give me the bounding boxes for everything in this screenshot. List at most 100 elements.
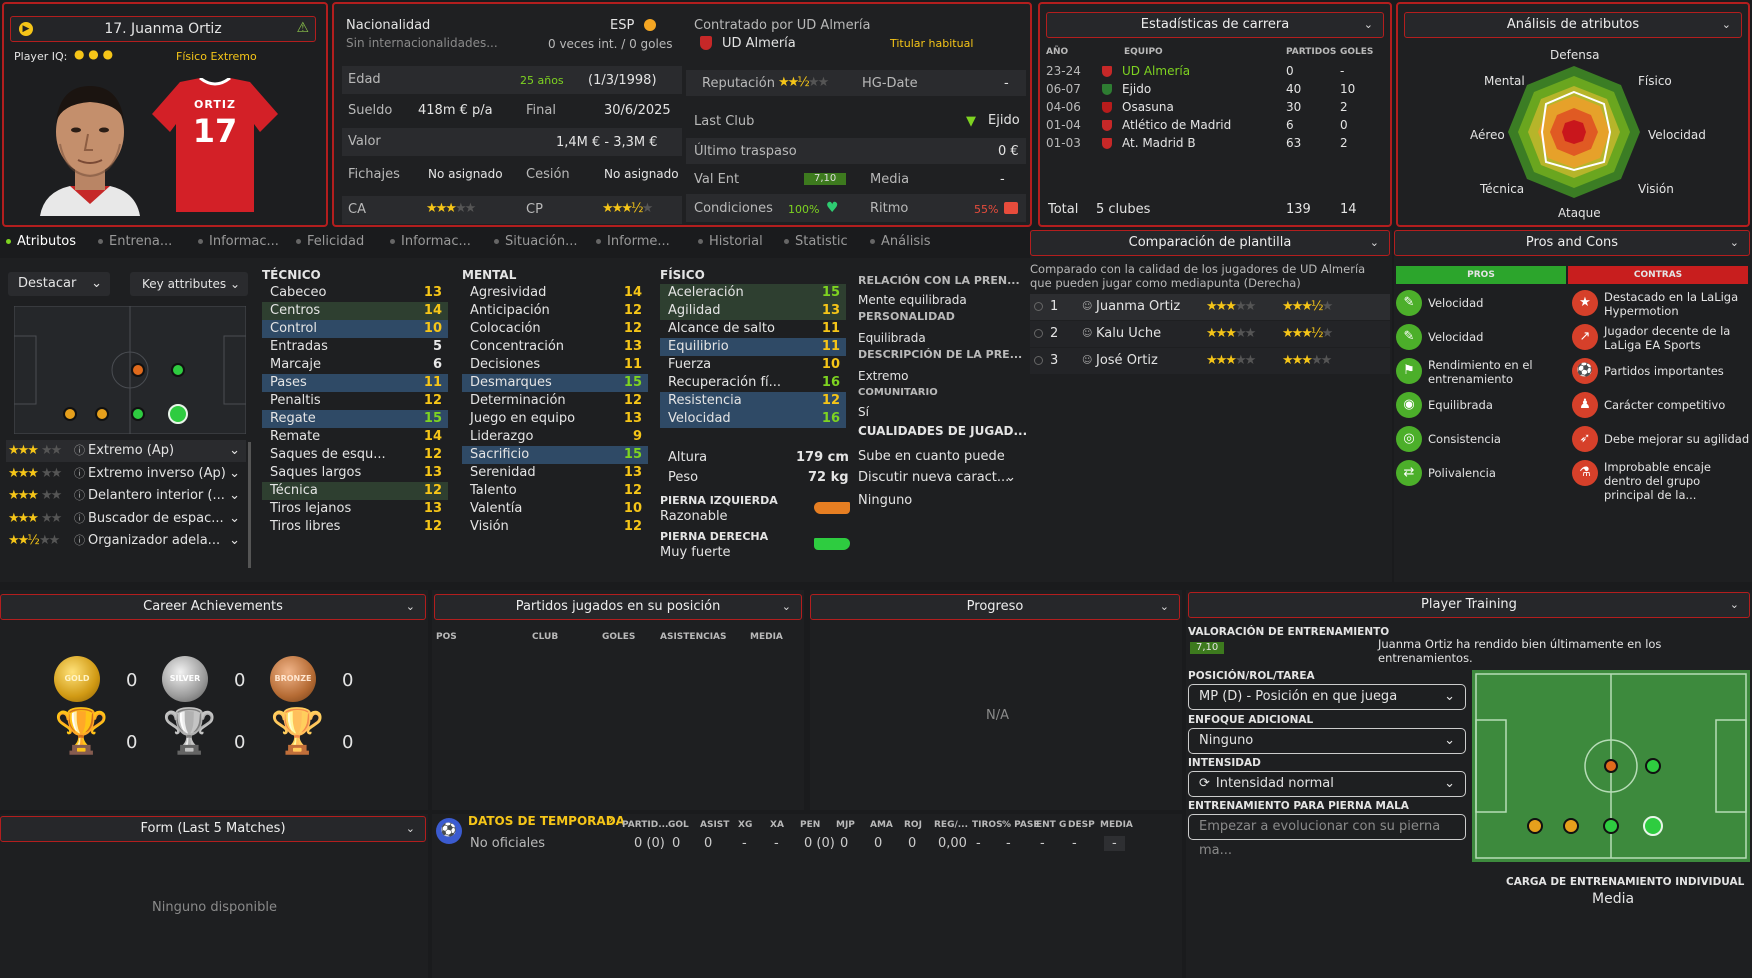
position-games-header[interactable]: Partidos jugados en su posición ⌄ bbox=[434, 594, 802, 620]
achievements-header[interactable]: Career Achievements ⌄ bbox=[0, 594, 426, 620]
contract-club[interactable]: UD Almería bbox=[722, 36, 796, 51]
attribute-row[interactable]: Tiros lejanos 13 bbox=[262, 500, 448, 518]
progress-header[interactable]: Progreso ⌄ bbox=[810, 594, 1180, 620]
progress-panel: Progreso ⌄ N/A bbox=[810, 590, 1182, 810]
tab-entrenamiento[interactable]: Entrena... bbox=[98, 234, 172, 252]
training-focus-dropdown[interactable]: Ninguno ⌄ bbox=[1188, 728, 1466, 754]
role-item[interactable]: ★★★ ★★ ⓘ Delantero interior (... ⌄ bbox=[6, 485, 246, 507]
attribute-row[interactable]: Cabeceo 13 bbox=[262, 284, 448, 302]
attribute-row[interactable]: Marcaje 6 bbox=[262, 356, 448, 374]
attribute-row[interactable]: Liderazgo 9 bbox=[462, 428, 648, 446]
tab-informacion[interactable]: Informac... bbox=[198, 234, 279, 252]
tab-analisis[interactable]: Análisis bbox=[870, 234, 930, 252]
attribute-row[interactable]: Resistencia 12 bbox=[660, 392, 846, 410]
role-item[interactable]: ★★½ ★★ ⓘ Organizador adela... ⌄ bbox=[6, 530, 246, 552]
attribute-row[interactable]: Equilibrio 11 bbox=[660, 338, 846, 356]
attribute-row[interactable]: Concentración 13 bbox=[462, 338, 648, 356]
attribute-row[interactable]: Anticipación 12 bbox=[462, 302, 648, 320]
training-intensity-dropdown[interactable]: ⟳ Intensidad normal ⌄ bbox=[1188, 771, 1466, 797]
career-row[interactable]: 06-07 Ejido 40 10 bbox=[1046, 80, 1386, 98]
attribute-row[interactable]: Talento 12 bbox=[462, 482, 648, 500]
attribute-row[interactable]: Aceleración 15 bbox=[660, 284, 846, 302]
attribute-row[interactable]: Control 10 bbox=[262, 320, 448, 338]
right-boot-icon bbox=[814, 538, 850, 550]
attribute-row[interactable]: Juego en equipo 13 bbox=[462, 410, 648, 428]
attribute-row[interactable]: Técnica 12 bbox=[262, 482, 448, 500]
attribute-row[interactable]: Alcance de salto 11 bbox=[660, 320, 846, 338]
career-row[interactable]: 23-24 UD Almería 0 - bbox=[1046, 62, 1386, 80]
career-row[interactable]: 01-04 Atlético de Madrid 6 0 bbox=[1046, 116, 1386, 134]
attribute-row[interactable]: Serenidad 13 bbox=[462, 464, 648, 482]
attribute-row[interactable]: Centros 14 bbox=[262, 302, 448, 320]
player-name: 17. Juanma Ortiz bbox=[104, 21, 222, 37]
squad-row[interactable]: 3 ☺ José Ortiz ★★★★★ ★★★★★ bbox=[1030, 348, 1390, 374]
attribute-row[interactable]: Pases 11 bbox=[262, 374, 448, 392]
season-title[interactable]: DATOS DE TEMPORADA bbox=[468, 814, 625, 828]
squad-row[interactable]: 2 ☺ Kalu Uche ★★★★★ ★★★½★ bbox=[1030, 321, 1390, 347]
attribute-row[interactable]: Fuerza 10 bbox=[660, 356, 846, 374]
pg-col-club: CLUB bbox=[532, 632, 559, 642]
attribute-row[interactable]: Decisiones 11 bbox=[462, 356, 648, 374]
iq-type: Físico Extremo bbox=[176, 50, 257, 63]
attribute-row[interactable]: Agilidad 13 bbox=[660, 302, 846, 320]
form-header[interactable]: Form (Last 5 Matches) ⌄ bbox=[0, 816, 426, 842]
radio-icon bbox=[1034, 302, 1043, 311]
discuss-traits-dropdown[interactable]: Discutir nueva caract... ⌄ bbox=[858, 470, 1020, 490]
attribute-row[interactable]: Valentía 10 bbox=[462, 500, 648, 518]
attribute-row[interactable]: Sacrificio 15 bbox=[462, 446, 648, 464]
attribute-row[interactable]: Recuperación fí... 16 bbox=[660, 374, 846, 392]
career-h-apps: PARTIDOS bbox=[1286, 47, 1337, 57]
attribute-row[interactable]: Remate 14 bbox=[262, 428, 448, 446]
analysis-header[interactable]: Análisis de atributos ⌄ bbox=[1404, 12, 1742, 38]
rel-value-5a: Sube en cuanto puede bbox=[858, 449, 1005, 464]
squad-row[interactable]: 1 ☺ Juanma Ortiz ★★★★★ ★★★½★ bbox=[1030, 294, 1390, 320]
squad-header[interactable]: Comparación de plantilla ⌄ bbox=[1030, 230, 1390, 256]
career-team[interactable]: At. Madrid B bbox=[1122, 136, 1196, 150]
career-team[interactable]: Ejido bbox=[1122, 82, 1152, 96]
roles-scrollbar[interactable] bbox=[248, 442, 251, 568]
warning-icon[interactable]: ⚠ bbox=[296, 20, 309, 36]
attribute-row[interactable]: Desmarques 15 bbox=[462, 374, 648, 392]
tab-statistic[interactable]: Statistic bbox=[784, 234, 848, 252]
training-position-dropdown[interactable]: MP (D) - Posición en que juega ⌄ bbox=[1188, 684, 1466, 710]
form-title: Form (Last 5 Matches) bbox=[140, 821, 286, 836]
attribute-row[interactable]: Penaltis 12 bbox=[262, 392, 448, 410]
proscons-header[interactable]: Pros and Cons ⌄ bbox=[1394, 230, 1750, 256]
attribute-row[interactable]: Saques de esqu... 12 bbox=[262, 446, 448, 464]
role-item[interactable]: ★★★ ★★ ⓘ Extremo (Ap) ⌄ bbox=[6, 440, 246, 462]
season-col-header: MEDIA bbox=[1100, 820, 1133, 830]
role-item[interactable]: ★★★ ★★ ⓘ Buscador de espac... ⌄ bbox=[6, 508, 246, 530]
tab-felicidad[interactable]: Felicidad bbox=[296, 234, 364, 252]
career-header[interactable]: Estadísticas de carrera ⌄ bbox=[1046, 12, 1384, 38]
attribute-row[interactable]: Velocidad 16 bbox=[660, 410, 846, 428]
player-name-bar[interactable]: ▶ 17. Juanma Ortiz ⚠ bbox=[10, 16, 316, 42]
attribute-row[interactable]: Determinación 12 bbox=[462, 392, 648, 410]
tab-atributos[interactable]: Atributos bbox=[6, 234, 76, 252]
attribute-row[interactable]: Visión 12 bbox=[462, 518, 648, 536]
age-row bbox=[342, 66, 682, 94]
key-attributes-dropdown[interactable]: Key attributes ⌄ bbox=[130, 272, 248, 296]
tab-informacion-2[interactable]: Informac... bbox=[390, 234, 471, 252]
attribute-row[interactable]: Colocación 12 bbox=[462, 320, 648, 338]
career-team[interactable]: Atlético de Madrid bbox=[1122, 118, 1232, 132]
attribute-row[interactable]: Saques largos 13 bbox=[262, 464, 448, 482]
season-col-header: REG/... bbox=[934, 820, 969, 830]
lastclub-value[interactable]: Ejido bbox=[988, 113, 1020, 128]
shirt-name: ORTIZ bbox=[194, 98, 236, 111]
career-team[interactable]: Osasuna bbox=[1122, 100, 1174, 114]
attribute-row[interactable]: Regate 15 bbox=[262, 410, 448, 428]
training-weakfoot-dropdown[interactable]: Empezar a evolucionar con su pierna ma..… bbox=[1188, 814, 1466, 858]
career-row[interactable]: 01-03 At. Madrid B 63 2 bbox=[1046, 134, 1386, 152]
role-item[interactable]: ★★★ ★★ ⓘ Extremo inverso (Ap) ⌄ bbox=[6, 463, 246, 485]
training-header[interactable]: Player Training ⌄ bbox=[1188, 592, 1750, 618]
highlight-dropdown[interactable]: Destacar ⌄ bbox=[8, 272, 110, 296]
cond-value: 100% bbox=[788, 203, 820, 216]
tab-situacion[interactable]: Situación... bbox=[494, 234, 578, 252]
attribute-row[interactable]: Tiros libres 12 bbox=[262, 518, 448, 536]
tab-historial[interactable]: Historial bbox=[698, 234, 763, 252]
career-row[interactable]: 04-06 Osasuna 30 2 bbox=[1046, 98, 1386, 116]
attribute-row[interactable]: Entradas 5 bbox=[262, 338, 448, 356]
attribute-row[interactable]: Agresividad 14 bbox=[462, 284, 648, 302]
career-team[interactable]: UD Almería bbox=[1122, 64, 1191, 78]
tab-informe[interactable]: Informe... bbox=[596, 234, 670, 252]
